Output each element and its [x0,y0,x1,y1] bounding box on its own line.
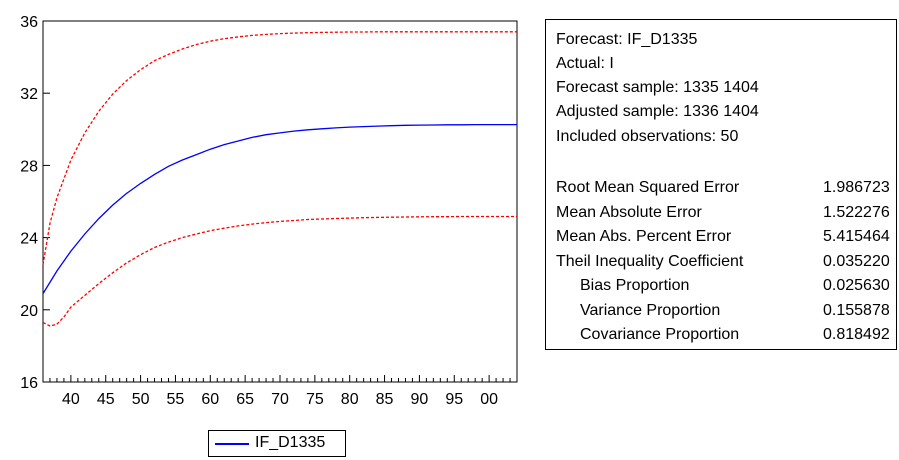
x-tick-label: 50 [132,391,150,408]
series-line-if_d1335 [42,123,517,294]
x-tick-label: 60 [201,391,219,408]
x-tick-label: 00 [480,391,498,408]
x-tick-label: 55 [167,391,185,408]
stat-value: 0.155878 [823,301,890,319]
stat-label: Covariance Proportion [580,326,740,343]
stat-label: Bias Proportion [580,277,690,294]
x-tick-label: 40 [62,391,80,408]
stat-value: 1.522276 [823,203,890,221]
x-tick-label: 95 [445,391,463,408]
stat-label: Variance Proportion [580,301,721,319]
series-layer [42,31,517,327]
x-tick-label: 65 [236,391,254,408]
x-axis: 40 45 50 55 60 65 70 75 80 85 90 95 00 [42,375,518,408]
stats-actual: Actual: I [556,55,614,72]
stats-adjusted-sample: Adjusted sample: 1336 1404 [556,103,759,120]
x-tick-label: 70 [271,391,289,408]
stat-label: Mean Absolute Error [556,203,702,221]
stat-label: Theil Inequality Coefficient [556,252,744,270]
stat-value: 1.986723 [823,179,890,196]
upper-band-line [42,31,517,265]
plot-frame [42,20,518,383]
x-tick-label: 75 [306,391,324,408]
stats-included-observations: Included observations: 50 [556,128,739,145]
legend-label: IF_D1335 [255,434,326,451]
stat-label: Mean Abs. Percent Error [556,228,732,245]
y-tick-label: 36 [20,14,38,31]
stat-value: 0.025630 [823,277,890,294]
chart-legend: IF_D1335 [208,430,346,457]
x-tick-label: 90 [411,391,429,408]
x-tick-label: 45 [97,391,115,408]
stats-forecast-sample: Forecast sample: 1335 1404 [556,79,759,96]
stat-label: Root Mean Squared Error [556,179,740,196]
x-tick-label: 80 [341,391,359,408]
lower-band-line [42,215,517,327]
stat-value: 5.415464 [823,228,890,245]
y-tick-label: 32 [20,86,38,103]
forecast-stats-panel: Forecast: IF_D1335 Actual: I Forecast sa… [545,19,897,350]
legend-swatch [215,443,249,445]
x-tick-label: 85 [376,391,394,408]
stats-forecast-name: Forecast: IF_D1335 [556,31,698,48]
forecast-chart: 16 20 24 28 32 36 40 45 50 55 60 65 70 75 80 85 90 95 00 [20,14,518,408]
y-tick-label: 28 [20,158,38,175]
stat-value: 0.035220 [823,252,890,270]
y-tick-label: 24 [20,231,38,248]
stat-value: 0.818492 [823,326,890,343]
y-tick-label: 20 [20,303,38,320]
y-axis: 16 20 24 28 32 36 [20,14,50,392]
y-tick-label: 16 [20,375,38,392]
